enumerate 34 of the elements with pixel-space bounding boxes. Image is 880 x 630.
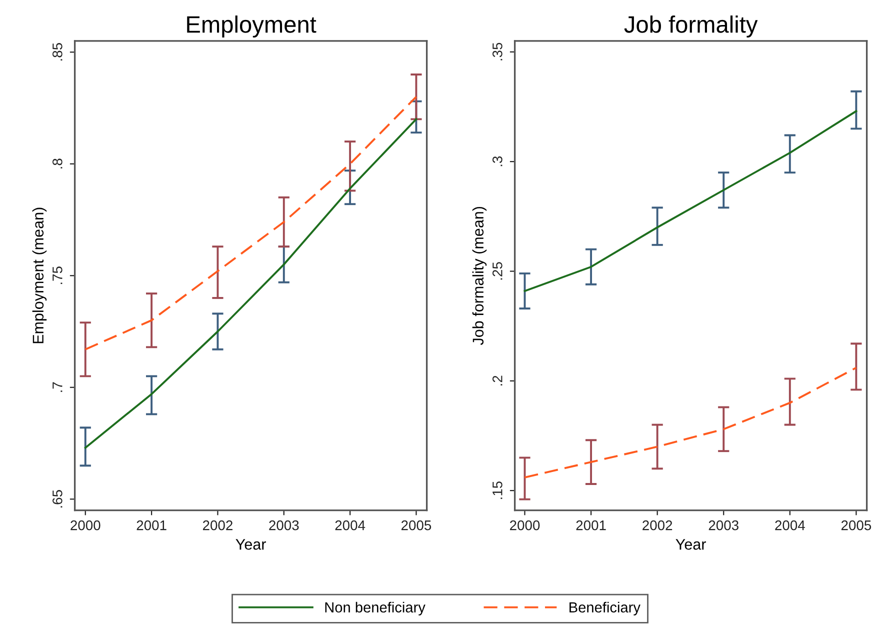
y-tick-label: .7 — [52, 382, 62, 392]
y-axis-title: Employment (mean) — [32, 208, 47, 344]
y-axis-title: Job formality (mean) — [472, 206, 487, 345]
x-tick-label: 2001 — [576, 520, 606, 530]
x-tick-label: 2003 — [708, 520, 738, 530]
y-tick-label: .25 — [492, 262, 502, 280]
x-tick-label: 2004 — [335, 520, 366, 530]
x-axis-title: Year — [676, 539, 706, 550]
y-tick-label: .35 — [492, 42, 502, 60]
x-tick-label: 2000 — [510, 520, 540, 530]
legend-label: Non beneficiary — [325, 602, 426, 616]
y-tick-label: .8 — [52, 158, 62, 168]
x-tick-label: 2005 — [841, 520, 872, 530]
x-tick-label: 2000 — [70, 520, 100, 530]
x-tick-label: 2005 — [401, 520, 432, 530]
y-tick-label: .75 — [52, 266, 62, 284]
line-series — [524, 110, 858, 292]
chart-title: Job formality — [624, 16, 758, 38]
chart-title: Employment — [187, 16, 316, 38]
x-tick-label: 2003 — [269, 520, 299, 530]
legend-label: Beneficiary — [570, 602, 640, 616]
x-tick-label: 2002 — [642, 520, 672, 530]
x-tick-label: 2002 — [202, 520, 232, 530]
y-tick-label: .85 — [52, 43, 62, 61]
line-series — [84, 118, 418, 449]
line-series — [84, 96, 418, 350]
y-tick-label: .65 — [52, 490, 62, 508]
y-tick-label: .15 — [492, 481, 502, 499]
x-tick-label: 2001 — [136, 520, 166, 530]
y-tick-label: .3 — [492, 156, 502, 166]
y-tick-label: .2 — [492, 376, 502, 386]
x-tick-label: 2004 — [775, 520, 805, 530]
line-series — [524, 366, 858, 478]
x-axis-title: Year — [236, 539, 266, 550]
